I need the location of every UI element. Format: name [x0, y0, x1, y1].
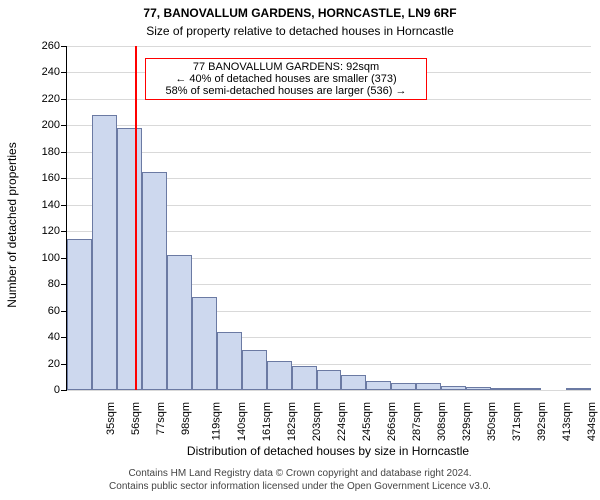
- y-tick-mark: [61, 152, 66, 153]
- x-tick-label: 182sqm: [286, 402, 298, 441]
- x-tick-label: 224sqm: [336, 402, 348, 441]
- y-tick-mark: [61, 72, 66, 73]
- histogram-bar: [317, 370, 342, 390]
- y-gridline: [67, 152, 591, 153]
- annotation-line-2: ← 40% of detached houses are smaller (37…: [150, 73, 422, 85]
- y-gridline: [67, 390, 591, 391]
- y-tick-mark: [61, 390, 66, 391]
- y-gridline: [67, 46, 591, 47]
- histogram-bar: [267, 361, 292, 390]
- annotation-line-3: 58% of semi-detached houses are larger (…: [150, 85, 422, 97]
- x-tick-label: 434sqm: [586, 402, 598, 441]
- x-tick-label: 266sqm: [386, 402, 398, 441]
- x-tick-label: 56sqm: [130, 402, 142, 435]
- y-tick-label: 80: [30, 278, 60, 290]
- chart-plot-area: 77 BANOVALLUM GARDENS: 92sqm ← 40% of de…: [66, 46, 591, 391]
- histogram-bar: [92, 115, 117, 390]
- x-tick-label: 140sqm: [236, 402, 248, 441]
- footer-line-1: Contains HM Land Registry data © Crown c…: [0, 468, 600, 481]
- histogram-bar: [441, 386, 466, 390]
- chart-title-main: 77, BANOVALLUM GARDENS, HORNCASTLE, LN9 …: [0, 6, 600, 20]
- histogram-bar: [192, 297, 217, 390]
- histogram-bar: [391, 383, 416, 390]
- y-tick-label: 160: [30, 172, 60, 184]
- y-tick-mark: [61, 99, 66, 100]
- y-tick-mark: [61, 178, 66, 179]
- x-tick-label: 287sqm: [411, 402, 423, 441]
- x-tick-label: 98sqm: [180, 402, 192, 435]
- x-tick-label: 245sqm: [361, 402, 373, 441]
- chart-title-sub: Size of property relative to detached ho…: [0, 24, 600, 38]
- x-tick-label: 203sqm: [311, 402, 323, 441]
- x-tick-label: 350sqm: [486, 402, 498, 441]
- y-tick-mark: [61, 364, 66, 365]
- y-gridline: [67, 125, 591, 126]
- x-tick-label: 119sqm: [211, 402, 223, 440]
- x-tick-label: 413sqm: [561, 402, 573, 441]
- histogram-bar: [416, 383, 441, 390]
- x-tick-label: 371sqm: [511, 402, 523, 441]
- y-tick-mark: [61, 46, 66, 47]
- y-tick-label: 260: [30, 40, 60, 52]
- histogram-bar: [466, 387, 491, 390]
- histogram-bar: [242, 350, 267, 390]
- x-tick-label: 329sqm: [461, 402, 473, 441]
- histogram-bar: [217, 332, 242, 390]
- x-tick-label: 308sqm: [436, 402, 448, 441]
- y-axis-label: Number of detached properties: [5, 53, 19, 397]
- histogram-bar: [491, 388, 516, 390]
- y-tick-label: 20: [30, 358, 60, 370]
- histogram-bar: [566, 388, 591, 390]
- histogram-bar: [167, 255, 192, 390]
- y-tick-label: 40: [30, 331, 60, 343]
- x-axis-label: Distribution of detached houses by size …: [66, 444, 590, 458]
- y-tick-label: 180: [30, 146, 60, 158]
- x-tick-label: 77sqm: [155, 402, 167, 435]
- histogram-bar: [341, 375, 366, 390]
- annotation-line-1: 77 BANOVALLUM GARDENS: 92sqm: [150, 61, 422, 73]
- y-tick-mark: [61, 125, 66, 126]
- y-tick-mark: [61, 337, 66, 338]
- y-tick-label: 100: [30, 252, 60, 264]
- y-tick-label: 120: [30, 225, 60, 237]
- y-tick-mark: [61, 205, 66, 206]
- histogram-bar: [292, 366, 317, 390]
- y-tick-mark: [61, 311, 66, 312]
- x-tick-label: 161sqm: [261, 402, 273, 441]
- y-tick-label: 240: [30, 66, 60, 78]
- histogram-bar: [117, 128, 142, 390]
- histogram-bar: [142, 172, 167, 390]
- y-tick-mark: [61, 258, 66, 259]
- y-tick-label: 0: [30, 384, 60, 396]
- property-marker-line: [135, 46, 137, 390]
- y-tick-mark: [61, 284, 66, 285]
- annotation-box: 77 BANOVALLUM GARDENS: 92sqm ← 40% of de…: [145, 58, 427, 100]
- y-tick-label: 220: [30, 93, 60, 105]
- x-tick-label: 392sqm: [536, 402, 548, 441]
- histogram-bar: [366, 381, 391, 390]
- y-tick-label: 140: [30, 199, 60, 211]
- footer-attribution: Contains HM Land Registry data © Crown c…: [0, 468, 600, 493]
- y-tick-label: 60: [30, 305, 60, 317]
- histogram-bar: [516, 388, 541, 390]
- y-tick-mark: [61, 231, 66, 232]
- footer-line-2: Contains public sector information licen…: [0, 481, 600, 494]
- y-tick-label: 200: [30, 119, 60, 131]
- histogram-bar: [67, 239, 92, 390]
- x-tick-label: 35sqm: [106, 402, 118, 435]
